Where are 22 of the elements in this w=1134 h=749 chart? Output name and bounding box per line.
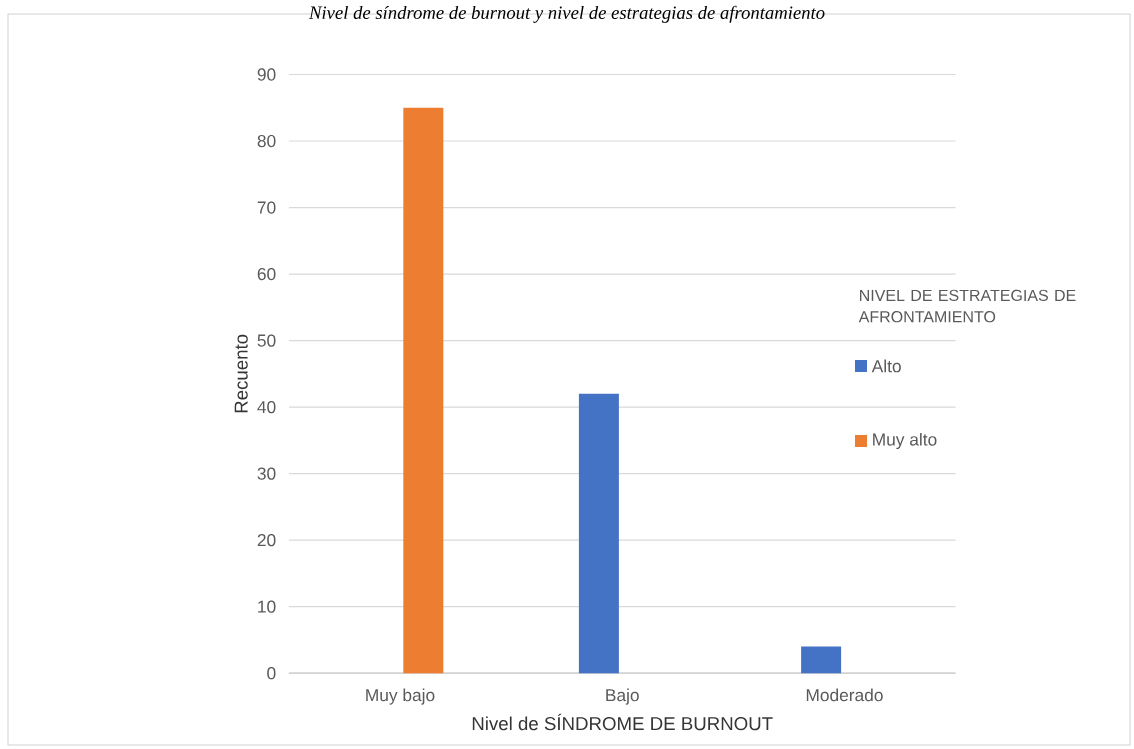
bar bbox=[403, 107, 444, 674]
bar bbox=[801, 646, 842, 674]
y-tick-label: 90 bbox=[257, 68, 276, 81]
chart-title: Nivel de síndrome de burnout y nivel de estrategias de afrontamiento bbox=[308, 5, 825, 23]
y-tick-label: 0 bbox=[267, 667, 276, 680]
y-tick-label: 50 bbox=[257, 334, 276, 347]
y-tick-label: 20 bbox=[257, 533, 276, 547]
legend-title: NIVEL DE ESTRATEGIAS DE AFRONTAMIENTO bbox=[858, 289, 1076, 323]
x-tick-label: Muy bajo bbox=[366, 688, 435, 705]
bar bbox=[578, 393, 619, 674]
y-tick-label: 10 bbox=[258, 600, 276, 613]
x-tick-label: Bajo bbox=[606, 688, 639, 705]
y-tick-label: 30 bbox=[257, 467, 276, 480]
legend-label: Alto bbox=[871, 359, 901, 373]
x-tick-label: Moderado bbox=[806, 688, 883, 702]
y-tick-label: 80 bbox=[257, 134, 276, 148]
legend-label: Muy alto bbox=[873, 432, 937, 450]
y-tick-label: 40 bbox=[257, 400, 276, 414]
x-axis-title: Nivel de SÍNDROME DE BURNOUT bbox=[472, 713, 773, 731]
y-tick-label: 70 bbox=[257, 201, 276, 214]
y-tick-label: 60 bbox=[257, 267, 276, 281]
y-axis-title: Recuento bbox=[234, 334, 248, 413]
